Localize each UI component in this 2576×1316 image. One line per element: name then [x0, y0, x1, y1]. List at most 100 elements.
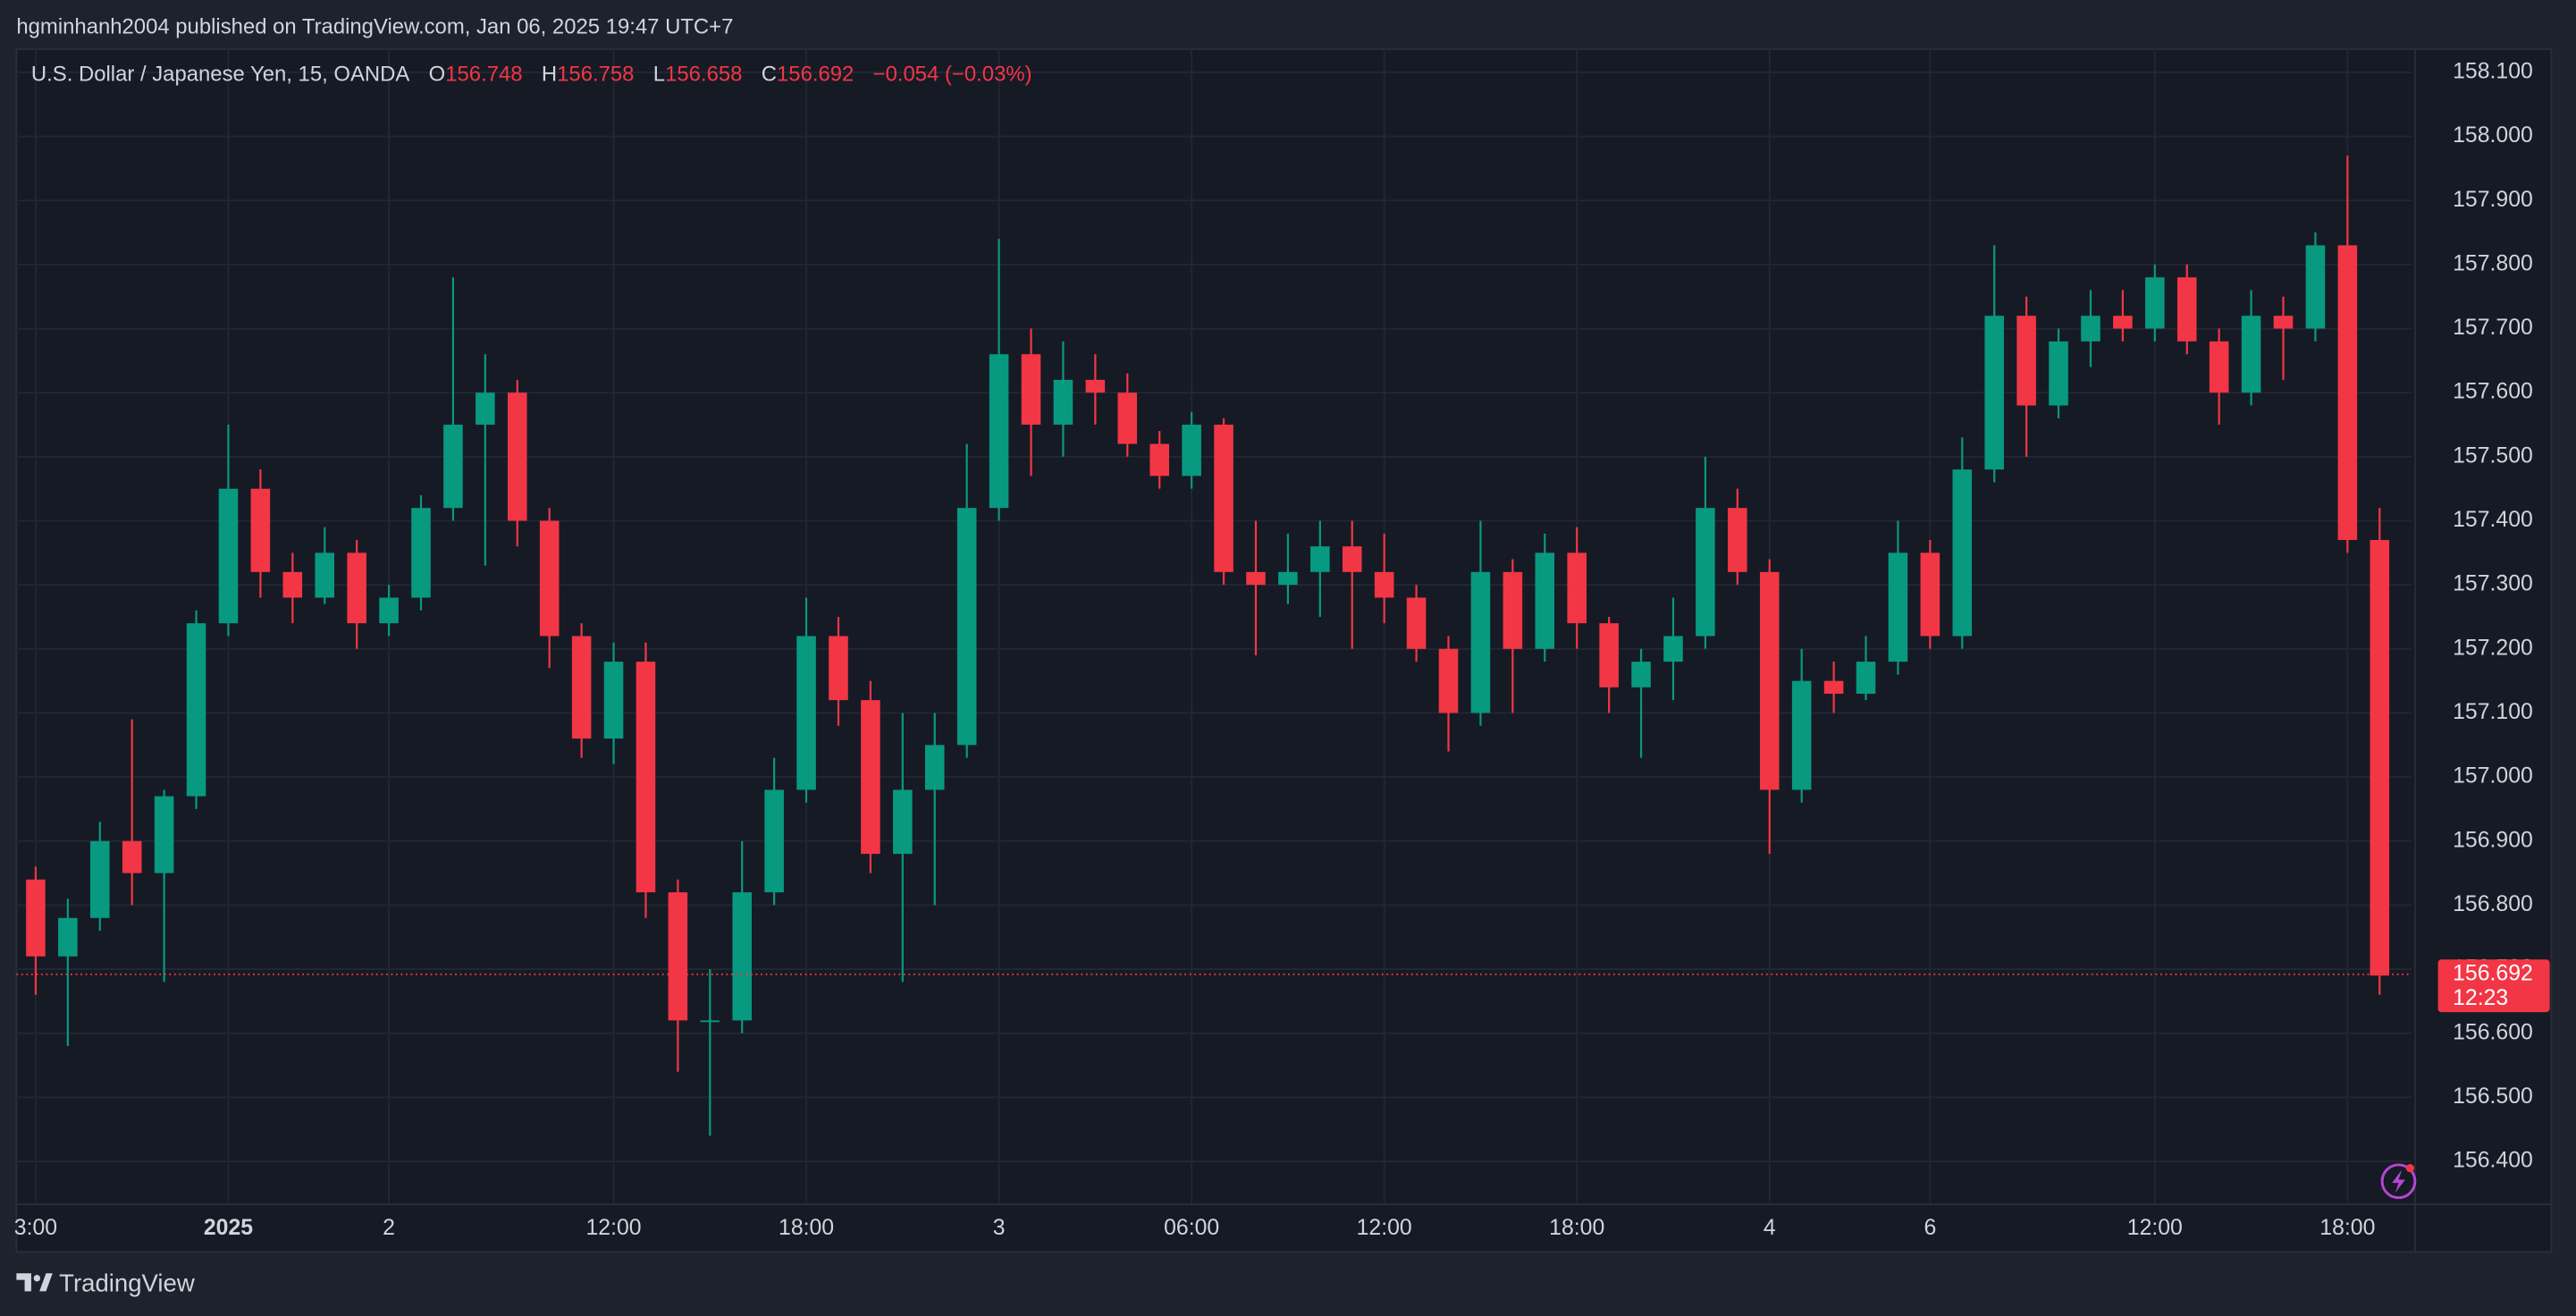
- y-tick-label: 157.100: [2453, 700, 2533, 724]
- logo-mark[interactable]: [16, 1273, 31, 1292]
- last-price-box: [2437, 959, 2550, 1013]
- high-value: 156.758: [557, 63, 634, 87]
- candle-body: [1149, 443, 1169, 477]
- candle-body: [122, 840, 142, 873]
- candle-body: [1246, 571, 1266, 586]
- candle-body: [2241, 316, 2261, 393]
- candle-body: [989, 354, 1009, 509]
- y-tick-label: 157.700: [2453, 316, 2533, 340]
- candle-body: [315, 553, 335, 598]
- publisher-line: hgminhanh2004 published on TradingView.c…: [16, 15, 733, 39]
- close-value: 156.692: [777, 63, 854, 87]
- candle-body: [539, 520, 560, 637]
- candle-body: [347, 553, 366, 624]
- candle-body: [1278, 571, 1298, 586]
- y-tick-label: 157.800: [2453, 251, 2533, 275]
- candle-body: [2273, 316, 2294, 329]
- lightning-icon[interactable]: [2380, 1163, 2417, 1200]
- high-label: H: [542, 63, 557, 87]
- candle-body: [1888, 553, 1908, 662]
- y-tick-label: 157.000: [2453, 764, 2533, 789]
- candle-body: [1984, 316, 2004, 470]
- x-tick-label: 2025: [204, 1216, 253, 1240]
- candle-body: [1310, 546, 1330, 572]
- open-label: O: [429, 63, 446, 87]
- x-tick-label: 12:00: [2127, 1216, 2183, 1240]
- x-tick-label: 18:00: [2319, 1216, 2375, 1240]
- candle-body: [1374, 571, 1394, 598]
- candle-body: [1728, 508, 1747, 572]
- candle-body: [956, 508, 977, 746]
- y-tick-label: 156.800: [2453, 892, 2533, 916]
- icon-ring[interactable]: [2380, 1163, 2417, 1200]
- candle-body: [1053, 379, 1073, 426]
- candle-body: [829, 636, 848, 701]
- candle-body: [732, 892, 753, 1021]
- symbol-title: U.S. Dollar / Japanese Yen, 15, OANDA: [31, 63, 409, 87]
- candle-body: [1085, 379, 1106, 393]
- grid: [16, 49, 2412, 1205]
- candle-body: [636, 662, 656, 893]
- candle-body: [1856, 662, 1876, 694]
- candle-body: [2176, 277, 2197, 342]
- candle-body: [1342, 546, 1362, 572]
- candle-body: [1182, 425, 1201, 477]
- icon-bolt[interactable]: [2392, 1169, 2405, 1194]
- y-tick-label: 157.400: [2453, 508, 2533, 532]
- x-tick-label: 3:00: [14, 1216, 57, 1240]
- candle-body: [1021, 354, 1041, 426]
- y-tick-label: 157.900: [2453, 188, 2533, 212]
- candle-body: [507, 392, 527, 521]
- x-tick-label: 18:00: [1549, 1216, 1604, 1240]
- y-tick-label: 158.000: [2453, 123, 2533, 148]
- low-label: L: [653, 63, 665, 87]
- candle-body: [893, 789, 913, 855]
- logo-dot[interactable]: [33, 1275, 41, 1282]
- candle-body: [1952, 469, 1973, 637]
- x-tick-label: 12:00: [1357, 1216, 1412, 1240]
- candle-body: [1920, 553, 1940, 637]
- y-tick-label: 157.600: [2453, 380, 2533, 404]
- logo-slash[interactable]: [39, 1273, 53, 1292]
- candle-body: [1759, 571, 1780, 790]
- candle-body: [571, 636, 592, 739]
- candle-body: [2016, 316, 2036, 406]
- candle-body: [1791, 680, 1812, 790]
- candle-body: [764, 789, 784, 893]
- candle-body: [1406, 597, 1427, 649]
- candle-body: [2337, 245, 2358, 540]
- candle-body: [26, 879, 46, 957]
- footer-brand[interactable]: TradingView: [59, 1269, 195, 1296]
- candle-body: [1117, 392, 1138, 444]
- last-price-label: 156.692: [2453, 961, 2533, 985]
- candle-body: [1696, 508, 1715, 637]
- candle-body: [2081, 316, 2100, 342]
- x-tick-label: 12:00: [586, 1216, 642, 1240]
- candle-body: [2209, 341, 2229, 393]
- candle-body: [700, 1020, 720, 1023]
- candle-body: [2049, 341, 2068, 406]
- candle-body: [411, 508, 431, 598]
- y-tick-label: 156.600: [2453, 1020, 2533, 1044]
- candle-body: [1535, 553, 1555, 649]
- candle-body: [1823, 680, 1844, 694]
- y-tick-label: 158.100: [2453, 59, 2533, 83]
- low-value: 156.658: [665, 63, 742, 87]
- candle-body: [1663, 636, 1683, 662]
- x-tick-label: 18:00: [779, 1216, 834, 1240]
- candle-body: [250, 488, 271, 572]
- candle-body: [2145, 277, 2165, 329]
- candle-body: [1599, 623, 1619, 688]
- y-tick-label: 156.400: [2453, 1149, 2533, 1173]
- candle-body: [1438, 648, 1459, 713]
- x-tick-label: 06:00: [1164, 1216, 1219, 1240]
- icon-dot[interactable]: [2405, 1164, 2414, 1173]
- close-label: C: [762, 63, 777, 87]
- candle-body: [668, 892, 688, 1021]
- y-tick-label: 157.500: [2453, 443, 2533, 468]
- candle-body: [58, 917, 78, 957]
- tradingview-logo[interactable]: [16, 1273, 53, 1292]
- candle-body: [443, 425, 463, 509]
- legend: U.S. Dollar / Japanese Yen, 15, OANDA O 1…: [31, 63, 1032, 87]
